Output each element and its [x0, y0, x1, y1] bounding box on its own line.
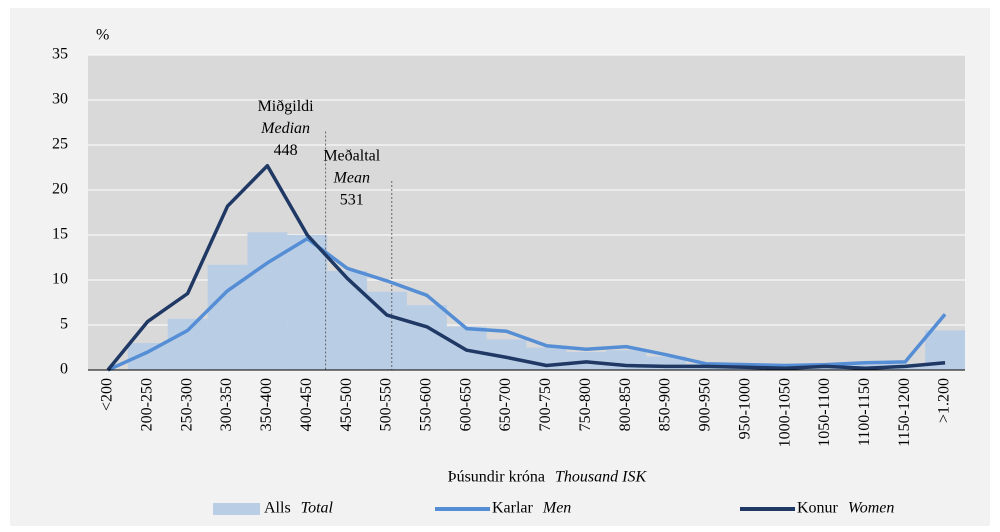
- annotation-text: Miðgildi: [258, 98, 315, 115]
- bar: [287, 235, 328, 370]
- legend-label: Karlar: [492, 500, 534, 517]
- x-tick-label: 500-550: [378, 378, 395, 431]
- bar: [406, 305, 447, 370]
- line: [106, 163, 946, 372]
- x-tick-label: <200: [99, 378, 116, 411]
- legend-label: Alls: [264, 500, 291, 517]
- x-tick-label: 1050-1100: [816, 378, 833, 447]
- x-tick-label: 200-250: [138, 378, 155, 431]
- x-tick-label: 600-650: [457, 378, 474, 431]
- x-tick-label: 250-300: [178, 378, 195, 431]
- x-tick-label: 950-1000: [736, 378, 753, 439]
- x-tick-label: 700-750: [537, 378, 554, 431]
- x-tick-label: 350-400: [258, 378, 275, 431]
- annotation-value: 448: [274, 142, 298, 159]
- annotation-value: 531: [340, 192, 364, 209]
- x-tick-label: 550-600: [418, 378, 435, 431]
- line: [107, 236, 947, 372]
- y-tick-label: 25: [52, 136, 68, 153]
- y-tick-label: 35: [52, 46, 68, 63]
- x-tick-label: 1100-1150: [856, 378, 873, 446]
- y-tick-label: 0: [60, 361, 68, 378]
- x-tick-label: 850-900: [657, 378, 674, 431]
- x-tick-label: 900-950: [697, 378, 714, 431]
- x-axis-label-en: Thousand ISK: [555, 469, 647, 486]
- bar: [167, 318, 208, 370]
- y-tick-label: 20: [52, 181, 68, 198]
- x-tick-label: >1.200: [936, 378, 953, 423]
- annotation-text: Meðaltal: [323, 148, 380, 165]
- x-tick-label: 300-350: [218, 378, 235, 431]
- x-tick-label: 400-450: [298, 378, 315, 431]
- legend-label-en: Women: [848, 500, 895, 517]
- x-tick-label: 750-800: [577, 378, 594, 431]
- x-tick-label: 1000-1050: [776, 378, 793, 447]
- y-tick-label: 10: [52, 271, 68, 288]
- legend-label-en: Total: [301, 500, 334, 517]
- x-axis-label: Þúsundir króna: [448, 469, 545, 486]
- y-axis-label: %: [96, 27, 109, 44]
- annotation-text-en: Mean: [333, 170, 370, 187]
- legend-swatch: [213, 503, 260, 515]
- annotation-text-en: Median: [260, 120, 310, 137]
- y-tick-label: 15: [52, 226, 68, 243]
- y-tick-label: 5: [60, 316, 68, 333]
- legend-label: Konur: [797, 500, 839, 517]
- x-tick-label: 650-700: [497, 378, 514, 431]
- x-tick-label: 800-850: [617, 378, 634, 431]
- x-tick-label: 450-500: [338, 378, 355, 431]
- x-tick-label: 1150-1200: [896, 378, 913, 447]
- y-tick-label: 30: [52, 91, 68, 108]
- legend-label-en: Men: [542, 500, 571, 517]
- bar: [327, 271, 368, 370]
